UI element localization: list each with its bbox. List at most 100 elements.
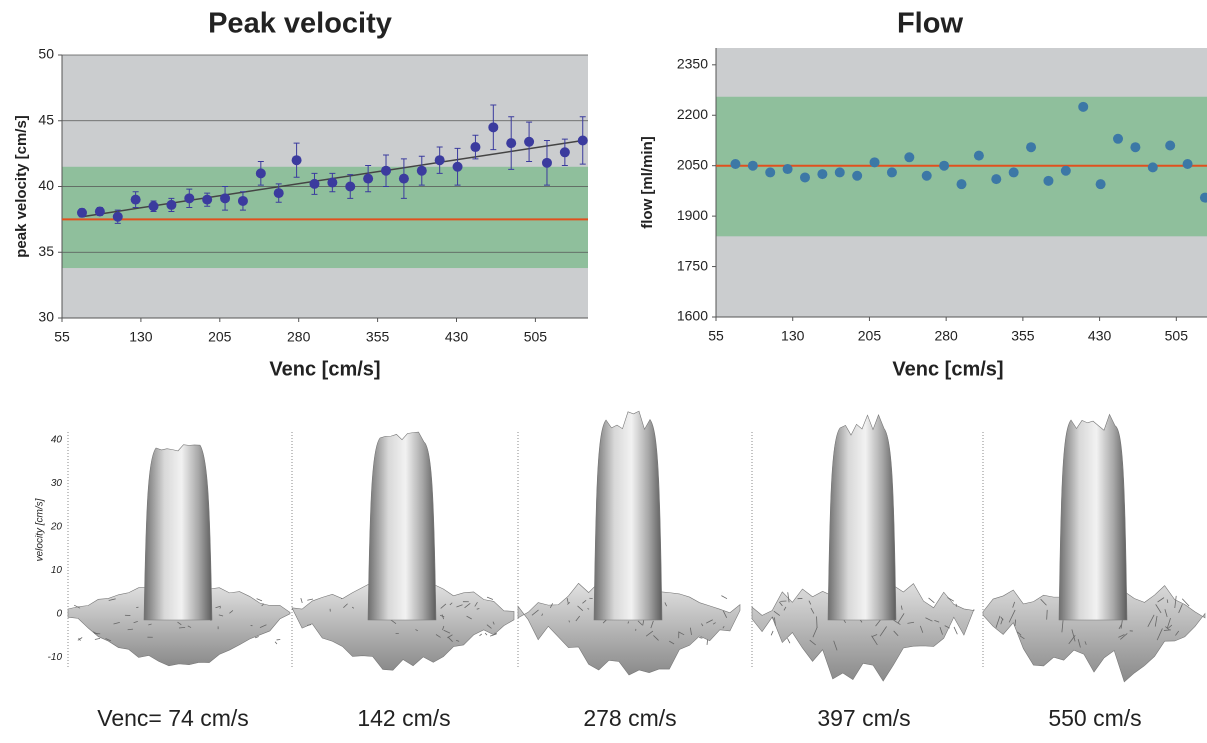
surface-caption: Venc= 74 cm/s <box>97 705 249 731</box>
x-axis-title: Venc [cm/s] <box>269 358 380 380</box>
data-point <box>416 165 427 176</box>
surface-texture <box>650 620 654 629</box>
x-tick-label: 430 <box>1088 328 1112 344</box>
surface-texture <box>490 633 497 637</box>
data-point <box>1026 142 1037 153</box>
surface-texture <box>1118 634 1125 638</box>
chart: 1600 1750 1900 2050 2200 2350 55 130 205 280 355 43… <box>639 8 1207 380</box>
surface-texture <box>925 617 933 622</box>
surface-texture <box>178 626 186 629</box>
y-tick-label: 1900 <box>677 207 708 223</box>
data-point <box>973 150 984 161</box>
surface-texture <box>897 613 905 624</box>
data-point <box>452 161 463 172</box>
surface-texture <box>637 620 643 626</box>
surface-texture <box>108 598 116 601</box>
surface-texture <box>1166 599 1169 604</box>
x-tick-label: 205 <box>208 329 232 345</box>
y-tick-label: 1600 <box>677 308 708 324</box>
surface-texture <box>229 610 234 614</box>
data-point <box>309 178 320 189</box>
surface-texture <box>1061 620 1064 633</box>
data-point <box>1008 167 1019 178</box>
x-tick-label: 280 <box>287 329 311 345</box>
surface-texture <box>567 602 571 605</box>
surface-caption: 278 cm/s <box>583 705 676 731</box>
y-tick-label: 35 <box>38 243 54 259</box>
surface-texture <box>549 603 554 608</box>
surface-texture <box>1147 614 1155 627</box>
x-tick-label: 505 <box>524 329 548 345</box>
surface-texture <box>712 622 716 625</box>
surface-texture <box>701 623 704 627</box>
surface-texture <box>1168 624 1173 629</box>
data-point <box>291 155 302 166</box>
data-point <box>817 169 828 180</box>
data-point <box>1043 175 1054 186</box>
surface-texture <box>218 614 224 617</box>
data-point <box>148 201 159 212</box>
data-point <box>76 207 87 218</box>
surface-tick-label: 20 <box>50 522 63 533</box>
surface-texture <box>133 620 138 624</box>
chart-title: Flow <box>897 8 963 40</box>
surface-texture <box>833 640 838 651</box>
surface-peak <box>827 414 897 621</box>
surface-texture <box>415 629 418 632</box>
surface-texture <box>343 603 348 609</box>
surface-texture <box>256 598 263 602</box>
data-point <box>799 172 810 183</box>
surface-texture <box>261 603 264 607</box>
surface-texture <box>1014 619 1017 626</box>
surface-texture <box>439 614 445 618</box>
surface-texture <box>947 597 955 602</box>
y-tick-label: 1750 <box>677 257 708 273</box>
surface-texture <box>1166 618 1171 629</box>
surface-texture <box>541 613 544 616</box>
data-point <box>852 170 863 181</box>
data-point <box>130 194 141 205</box>
surface-texture <box>1000 618 1004 625</box>
x-tick-label: 430 <box>445 329 469 345</box>
surface-texture <box>722 625 725 629</box>
surface-texture <box>783 606 787 611</box>
y-axis-title: flow [ml/min] <box>639 136 656 229</box>
surface-texture <box>645 630 654 637</box>
surface-texture <box>664 602 667 607</box>
chart: 30 35 40 45 50 55 130 205 280 355 430 505 Peak veloc… <box>13 8 588 380</box>
surface-texture <box>1120 633 1128 640</box>
x-tick-label: 355 <box>366 329 390 345</box>
surface-texture <box>1181 598 1190 607</box>
surface-texture <box>808 600 812 605</box>
surface-texture <box>442 625 445 631</box>
surface-texture <box>653 635 659 641</box>
surface-texture <box>1040 598 1047 606</box>
surface-texture <box>575 615 581 622</box>
chart-title: Peak velocity <box>208 8 392 40</box>
surface-texture <box>893 619 901 625</box>
y-tick-label: 50 <box>38 46 54 62</box>
data-point <box>765 167 776 178</box>
data-point <box>956 179 967 190</box>
y-tick-label: 40 <box>38 177 54 193</box>
surface-texture <box>449 602 453 606</box>
surface-tick-label: -10 <box>48 652 63 663</box>
surface-texture <box>1157 597 1165 603</box>
surface-texture <box>307 598 314 601</box>
data-point <box>363 173 374 184</box>
data-point <box>94 206 105 217</box>
surface-peak <box>143 444 213 621</box>
surface-caption: 142 cm/s <box>357 705 450 731</box>
y-tick-label: 45 <box>38 111 54 127</box>
surface-texture <box>531 609 539 616</box>
data-point <box>886 167 897 178</box>
surface-texture <box>1084 641 1087 645</box>
data-point <box>327 177 338 188</box>
surface-texture <box>1120 620 1123 629</box>
surface-texture <box>127 628 134 631</box>
data-point <box>112 211 123 222</box>
surface-texture <box>307 624 312 626</box>
data-point <box>255 168 266 179</box>
y-tick-label: 2050 <box>677 156 708 172</box>
surface-texture <box>466 615 472 620</box>
